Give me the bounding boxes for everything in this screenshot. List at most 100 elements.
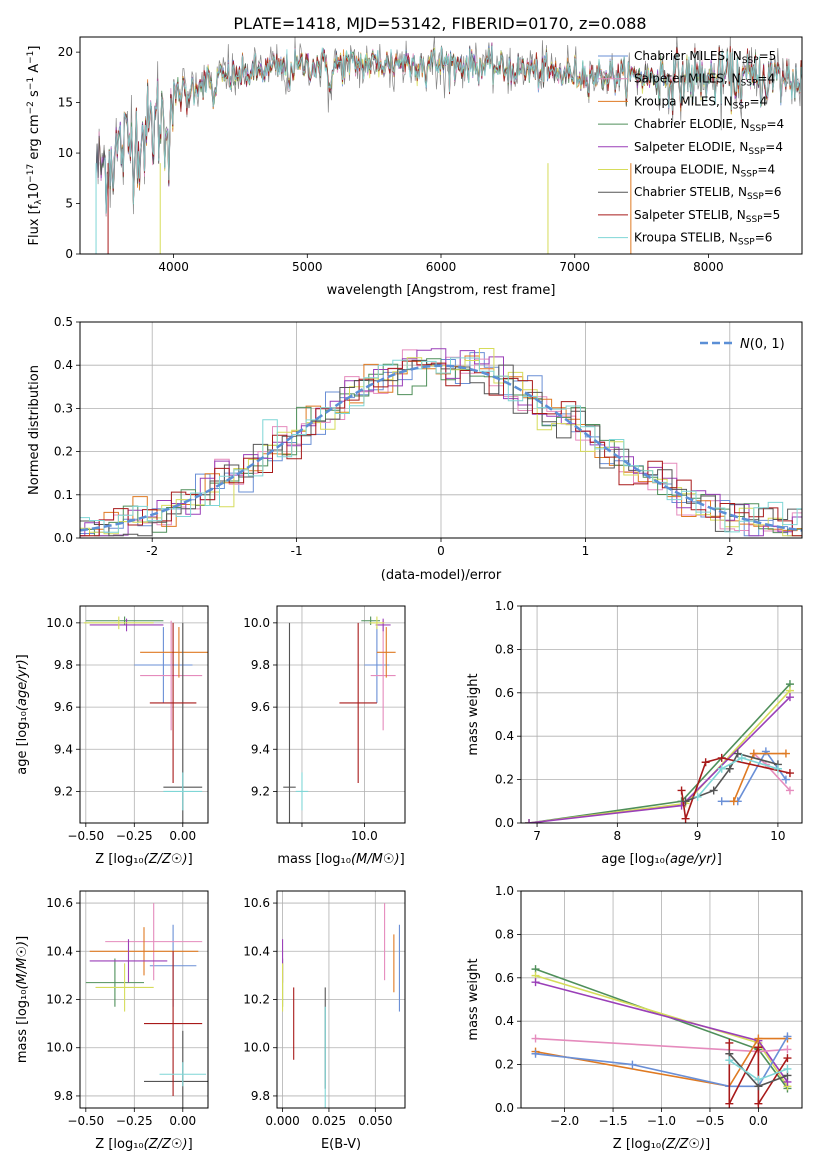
legend-label-chabrier-stelib-n-ssp-6: Chabrier STELIB, NSSP=6	[634, 185, 782, 202]
y-axis-label: mass [log₁₀(M/M☉)]	[15, 936, 30, 1063]
plot-area	[531, 965, 792, 1108]
panel-age_vs_Z: −0.50 −0.25 0.00 9.2 9.4 9.6 9.8 10.0 Z [log₁₀(Z…	[15, 605, 209, 867]
x-tick-label: 5000	[292, 260, 323, 274]
x-tick-label: −1.0	[647, 1114, 676, 1128]
axes-frame	[79, 36, 803, 255]
x-axis-label: mass [log₁₀(M/M☉)]	[277, 852, 404, 867]
legend-label-salpeter-elodie-n-ssp-4: Salpeter ELODIE, NSSP=4	[634, 140, 783, 157]
y-tick-label: 0.0	[495, 816, 514, 830]
legend-label-kroupa-miles-n-ssp-4: Kroupa MILES, NSSP=4	[634, 94, 767, 111]
axes-frame	[520, 605, 803, 824]
x-axis-label: wavelength [Angstrom, rest frame]	[327, 283, 556, 298]
y-tick-label: 9.8	[251, 658, 270, 672]
weight-marker-kroupa-miles	[729, 797, 738, 806]
y-tick-label: 10.0	[46, 616, 73, 630]
weight-line-chabrier-miles	[721, 749, 787, 803]
weight-marker-kroupa-stelib	[783, 1064, 792, 1073]
y-tick-label: 10.0	[46, 1041, 73, 1055]
weight-marker-chabrier-stelib	[725, 764, 734, 773]
weight-marker-kroupa-stelib	[693, 792, 702, 801]
panel-mass_vs_Z: −0.50 −0.25 0.00 9.8 10.0 10.2 10.4 10.6 Z [log₁…	[15, 890, 209, 1152]
y-tick-label: 1.0	[495, 599, 514, 613]
x-tick-label: 2	[726, 544, 734, 558]
histogram-kroupa-elodie	[80, 348, 802, 537]
weight-marker-salpeter-stelib	[701, 758, 710, 767]
y-tick-label: 0.0	[495, 1101, 514, 1115]
plot-area	[525, 680, 794, 823]
x-tick-label: 0.00	[169, 1114, 196, 1128]
y-tick-label: 9.4	[54, 742, 73, 756]
legend-label-chabrier-elodie-n-ssp-4: Chabrier ELODIE, NSSP=4	[634, 117, 784, 134]
weight-marker-salpeter-stelib	[754, 1043, 763, 1052]
weight-marker-chabrier-miles	[531, 1049, 540, 1058]
weight-marker-salpeter-stelib	[785, 769, 794, 778]
y-tick-label: 0.3	[54, 401, 73, 415]
x-axis-label: Z [log₁₀(Z/Z☉)]	[95, 852, 192, 867]
y-tick-label: 10.2	[243, 993, 270, 1007]
y-tick-label: 9.6	[54, 700, 73, 714]
y-tick-label: 9.8	[54, 1089, 73, 1103]
x-tick-label: −2.0	[550, 1114, 579, 1128]
y-tick-label: 9.2	[251, 784, 270, 798]
weight-marker-kroupa-miles	[749, 749, 758, 758]
x-tick-label: -1	[291, 544, 303, 558]
y-tick-label: 20	[58, 45, 73, 59]
weight-marker-chabrier-miles	[783, 1032, 792, 1041]
weight-marker-salpeter-stelib	[677, 786, 686, 795]
y-tick-label: 10.2	[46, 993, 73, 1007]
weight-marker-chabrier-stelib	[733, 749, 742, 758]
weight-marker-salpeter-stelib	[717, 753, 726, 762]
y-tick-label: 0.4	[54, 358, 73, 372]
y-tick-label: 10.6	[46, 896, 73, 910]
plot-area	[83, 616, 208, 823]
y-tick-label: 0	[65, 247, 73, 261]
panel-weight_vs_Z: −2.0 −1.5 −1.0 −0.5 0.0 0.0 0.2 0.4 0.6 0.8 1.0 Z […	[466, 884, 803, 1152]
y-tick-label: 0.5	[54, 315, 73, 329]
y-tick-label: 0.6	[495, 971, 514, 985]
plot-area	[283, 616, 396, 823]
y-axis-label: Flux [fλ10−17 erg cm−2 s−1 A−1]	[26, 46, 44, 246]
axes-frame	[520, 890, 803, 1109]
y-tick-label: 10.0	[243, 1041, 270, 1055]
y-tick-label: 10.6	[243, 896, 270, 910]
y-tick-label: 0.2	[495, 1058, 514, 1072]
x-tick-label: 8000	[693, 260, 724, 274]
axes-frame	[79, 321, 803, 539]
y-tick-label: 10.0	[243, 616, 270, 630]
y-tick-label: 9.6	[251, 700, 270, 714]
weight-marker-chabrier-stelib	[709, 786, 718, 795]
y-tick-label: 0.4	[495, 729, 514, 743]
x-tick-label: 10	[770, 829, 785, 843]
x-tick-label: −0.25	[116, 1114, 153, 1128]
x-tick-label: 0.000	[265, 1114, 299, 1128]
legend-label-salpeter-miles-n-ssp-4: Salpeter MILES, NSSP=4	[634, 72, 775, 89]
weight-marker-kroupa-stelib	[717, 764, 726, 773]
axes-frame	[79, 605, 209, 824]
y-tick-label: 5	[65, 197, 73, 211]
weight-marker-kroupa-stelib	[725, 1056, 734, 1065]
y-axis-label: age [log₁₀(age/yr)]	[15, 654, 30, 775]
plot-area	[95, 37, 802, 254]
plot-area	[80, 348, 802, 537]
y-tick-label: 9.8	[251, 1089, 270, 1103]
weight-marker-salpeter-elodie	[785, 693, 794, 702]
histogram-kroupa-stelib	[80, 357, 802, 533]
axes-frame	[79, 890, 209, 1109]
weight-marker-kroupa-stelib	[754, 1075, 763, 1084]
x-tick-label: 0	[437, 544, 445, 558]
weight-marker-salpeter-miles	[785, 786, 794, 795]
panel-residuals: -2 -1 0 1 2 0.0 0.1 0.2 0.3 0.4 0.5 N(0, 1) (data-mo…	[27, 315, 803, 583]
y-tick-label: 0.6	[495, 686, 514, 700]
y-axis-label: mass weight	[466, 673, 481, 755]
plot-area	[282, 903, 400, 1108]
weight-line-kroupa-stelib	[696, 757, 779, 798]
y-tick-label: 0.4	[495, 1014, 514, 1028]
weight-marker-kroupa-stelib	[773, 764, 782, 773]
weight-marker-salpeter-stelib	[725, 1099, 734, 1108]
axes-frame	[276, 605, 406, 824]
x-tick-label: 7	[533, 829, 541, 843]
y-tick-label: 0.2	[495, 773, 514, 787]
y-tick-label: 10	[58, 146, 73, 160]
x-tick-label: −0.50	[67, 829, 104, 843]
